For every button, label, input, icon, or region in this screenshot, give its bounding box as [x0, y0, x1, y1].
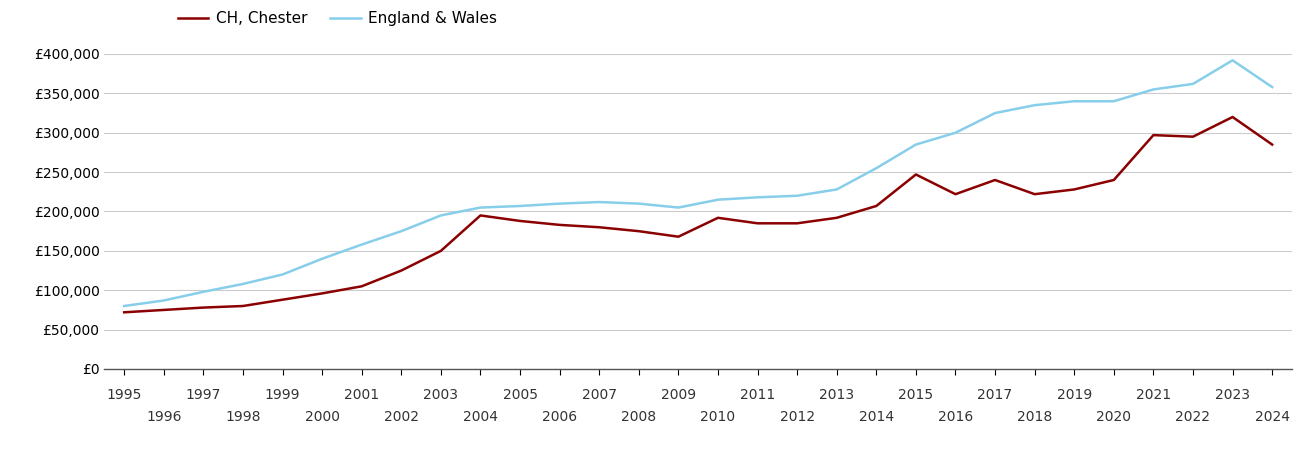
CH, Chester — [354, 284, 369, 289]
CH, Chester — [433, 248, 449, 253]
CH, Chester — [315, 291, 330, 296]
Text: 2017: 2017 — [977, 388, 1013, 402]
CH, Chester — [155, 307, 171, 313]
CH, Chester — [908, 172, 924, 177]
Text: 2000: 2000 — [304, 410, 339, 424]
CH, Chester — [196, 305, 211, 310]
CH, Chester — [988, 177, 1004, 183]
Text: 2012: 2012 — [779, 410, 814, 424]
CH, Chester — [710, 215, 726, 220]
England & Wales — [472, 205, 488, 210]
Text: 2015: 2015 — [898, 388, 933, 402]
Text: 2023: 2023 — [1215, 388, 1250, 402]
England & Wales — [868, 166, 883, 171]
Text: 1999: 1999 — [265, 388, 300, 402]
England & Wales — [1027, 103, 1043, 108]
Text: 1997: 1997 — [185, 388, 221, 402]
England & Wales — [908, 142, 924, 147]
Text: 1998: 1998 — [226, 410, 261, 424]
Text: 2016: 2016 — [938, 410, 974, 424]
Text: 1996: 1996 — [146, 410, 181, 424]
CH, Chester — [749, 220, 765, 226]
England & Wales — [1185, 81, 1201, 86]
CH, Chester — [552, 222, 568, 228]
Text: 2005: 2005 — [502, 388, 538, 402]
Text: 2022: 2022 — [1176, 410, 1211, 424]
England & Wales — [235, 281, 251, 287]
England & Wales — [116, 303, 132, 309]
Text: 2008: 2008 — [621, 410, 656, 424]
England & Wales — [1224, 58, 1240, 63]
England & Wales — [354, 242, 369, 247]
CH, Chester — [1224, 114, 1240, 120]
England & Wales — [196, 289, 211, 294]
Text: 2007: 2007 — [582, 388, 617, 402]
CH, Chester — [1066, 187, 1082, 192]
CH, Chester — [116, 310, 132, 315]
England & Wales — [749, 194, 765, 200]
England & Wales — [1265, 84, 1280, 90]
CH, Chester — [275, 297, 291, 302]
CH, Chester — [393, 268, 408, 273]
CH, Chester — [512, 218, 527, 224]
England & Wales — [433, 213, 449, 218]
England & Wales — [988, 110, 1004, 116]
England & Wales — [790, 193, 805, 198]
CH, Chester — [235, 303, 251, 309]
Text: 2020: 2020 — [1096, 410, 1131, 424]
Text: 2009: 2009 — [660, 388, 696, 402]
CH, Chester — [790, 220, 805, 226]
England & Wales — [1146, 87, 1161, 92]
Text: 2002: 2002 — [384, 410, 419, 424]
England & Wales — [710, 197, 726, 202]
England & Wales — [552, 201, 568, 206]
Text: 2004: 2004 — [463, 410, 499, 424]
Text: 2013: 2013 — [820, 388, 855, 402]
CH, Chester — [829, 215, 844, 220]
CH, Chester — [1027, 191, 1043, 197]
England & Wales — [632, 201, 647, 206]
England & Wales — [947, 130, 963, 135]
CH, Chester — [1265, 142, 1280, 147]
England & Wales — [155, 298, 171, 303]
CH, Chester — [868, 203, 883, 209]
Line: England & Wales: England & Wales — [124, 60, 1272, 306]
Legend: CH, Chester, England & Wales: CH, Chester, England & Wales — [171, 5, 504, 32]
CH, Chester — [1105, 177, 1121, 183]
Text: 2006: 2006 — [542, 410, 577, 424]
CH, Chester — [472, 213, 488, 218]
CH, Chester — [947, 191, 963, 197]
England & Wales — [1066, 99, 1082, 104]
Text: 2021: 2021 — [1135, 388, 1171, 402]
Text: 2019: 2019 — [1057, 388, 1092, 402]
CH, Chester — [671, 234, 686, 239]
Text: 2024: 2024 — [1254, 410, 1289, 424]
CH, Chester — [1146, 132, 1161, 138]
Text: 2001: 2001 — [345, 388, 380, 402]
England & Wales — [512, 203, 527, 209]
England & Wales — [591, 199, 607, 205]
Text: 2011: 2011 — [740, 388, 775, 402]
England & Wales — [1105, 99, 1121, 104]
Line: CH, Chester: CH, Chester — [124, 117, 1272, 312]
England & Wales — [829, 187, 844, 192]
CH, Chester — [591, 225, 607, 230]
CH, Chester — [1185, 134, 1201, 140]
Text: 2018: 2018 — [1017, 410, 1052, 424]
Text: 2010: 2010 — [701, 410, 736, 424]
England & Wales — [393, 229, 408, 234]
Text: 2014: 2014 — [859, 410, 894, 424]
England & Wales — [275, 272, 291, 277]
Text: 2003: 2003 — [423, 388, 458, 402]
Text: 1995: 1995 — [107, 388, 142, 402]
England & Wales — [671, 205, 686, 210]
CH, Chester — [632, 229, 647, 234]
England & Wales — [315, 256, 330, 261]
